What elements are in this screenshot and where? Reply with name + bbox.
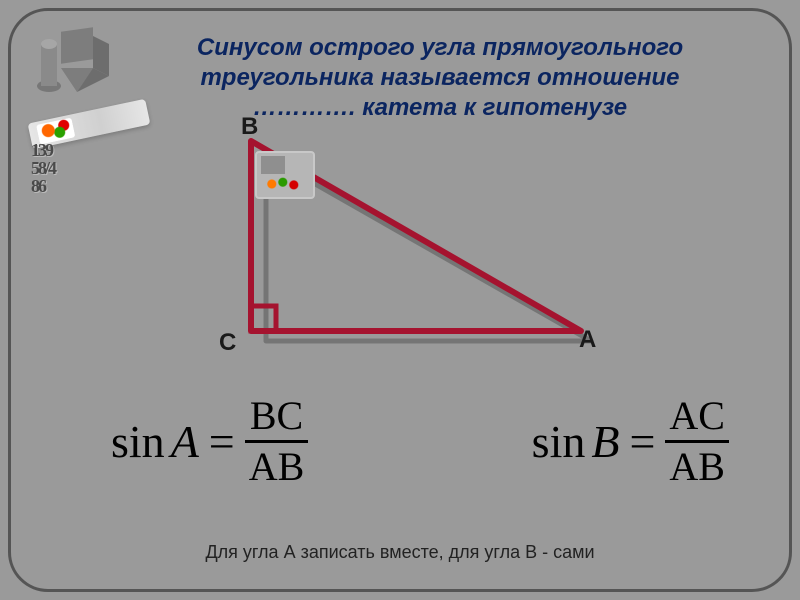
eq-a: = [209, 415, 235, 468]
title-line1: Синусом острого угла прямоугольного [131, 33, 749, 63]
num-A: BC [246, 396, 307, 436]
angle-B: B [591, 415, 619, 468]
fn-sin-b: sin [532, 415, 586, 468]
num-l2: 58/4 [31, 159, 111, 177]
formula-sin-B: sin B = AC AB [532, 396, 729, 487]
num-l3: 86 [31, 177, 111, 195]
slide-title: Синусом острого угла прямоугольного треу… [131, 33, 749, 123]
title-dots: …………. [253, 94, 362, 121]
formulas-row: sin A = BC AB sin B = AC AB [111, 381, 729, 501]
vertex-B: B [241, 113, 258, 141]
num-B: AC [665, 396, 729, 436]
title-line2: треугольника называется отношение [131, 63, 749, 93]
fn-sin-a: sin [111, 415, 165, 468]
footer-note: Для угла А записать вместе, для угла В -… [11, 542, 789, 563]
bar-A [245, 440, 309, 443]
frac-B: AC AB [665, 396, 729, 487]
bar-B [665, 440, 729, 443]
angle-A: A [171, 415, 199, 468]
title-line3: …………. катета к гипотенузе [131, 93, 749, 123]
vertex-C: C [219, 329, 236, 357]
frac-A: BC AB [245, 396, 309, 487]
den-B: AB [665, 447, 729, 487]
triangle-figure: B C A [211, 131, 611, 361]
eq-b: = [629, 415, 655, 468]
decor-numbers: 139 58/4 86 [31, 141, 111, 195]
den-A: AB [245, 447, 309, 487]
mini-burst [263, 175, 307, 193]
vertex-A: A [579, 326, 596, 354]
formula-sin-A: sin A = BC AB [111, 396, 308, 487]
mini-shapes [261, 156, 285, 174]
decor-shapes [31, 26, 111, 106]
num-l1: 139 [31, 141, 111, 159]
mini-thumb [255, 151, 315, 199]
title-tail: катета к гипотенузе [362, 94, 627, 121]
slide-frame: 139 58/4 86 Синусом острого угла прямоуг… [8, 8, 792, 592]
